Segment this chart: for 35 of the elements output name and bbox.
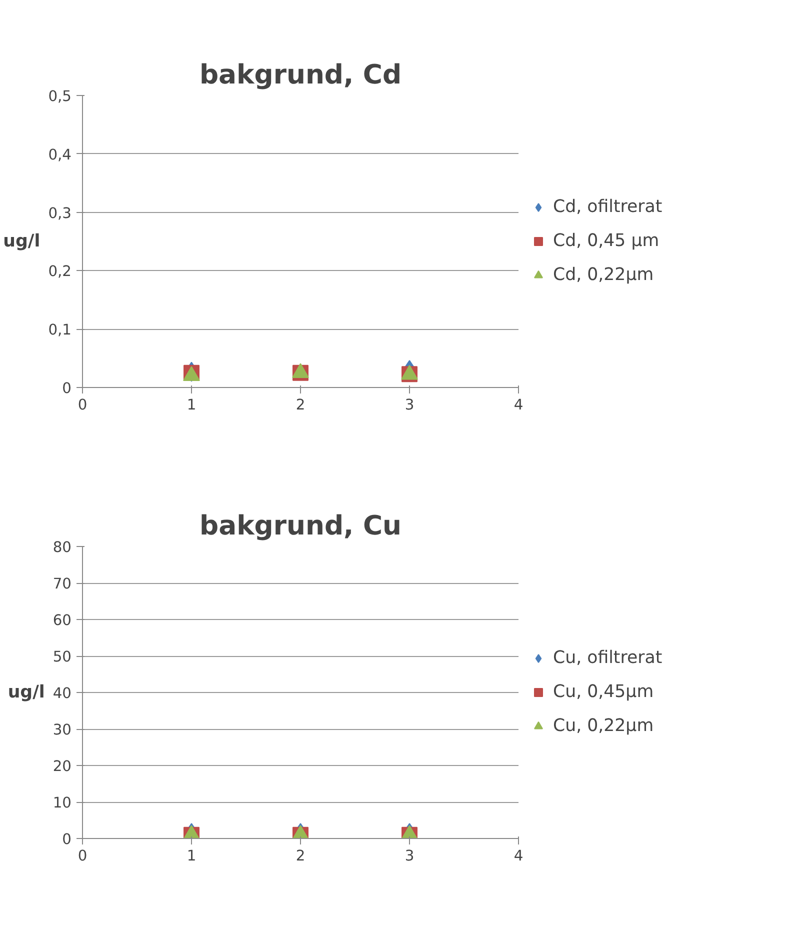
y-tick-label: 10 (52, 794, 72, 812)
y-tick-label: 70 (52, 576, 72, 592)
x-tick-label: 1 (186, 396, 196, 414)
x-tick-label: 2 (296, 848, 306, 864)
y-tick-label: 80 (52, 539, 72, 556)
legend-label: Cu, 0,45µm (553, 682, 654, 702)
y-tick-label: 40 (52, 685, 72, 702)
y-axis-title: ug/l (8, 682, 45, 702)
x-tick-label: 0 (78, 848, 88, 864)
legend-label: Cu, 0,22µm (553, 716, 654, 736)
x-tick-label: 4 (514, 848, 524, 864)
y-tick-label: 0 (62, 380, 72, 397)
legend-label: Cd, ofiltrerat (553, 197, 662, 217)
legend-label: Cd, 0,22µm (553, 265, 654, 285)
y-tick-label: 0,4 (48, 146, 72, 164)
y-tick-label: 0,5 (48, 88, 72, 105)
y-tick-label: 0 (62, 831, 72, 848)
y-tick-label: 20 (52, 758, 72, 775)
x-tick-label: 2 (296, 396, 306, 414)
legend-label: Cu, ofiltrerat (553, 648, 662, 668)
y-tick-label: 0,1 (48, 322, 72, 339)
chart-title: bakgrund, Cd (199, 60, 402, 90)
x-tick-label: 3 (404, 848, 414, 864)
y-tick-label: 0,2 (48, 263, 72, 280)
y-tick-label: 50 (52, 648, 72, 666)
legend-label: Cd, 0,45 µm (553, 231, 660, 251)
y-tick-label: 30 (52, 722, 72, 738)
x-tick-label: 3 (404, 396, 414, 414)
y-tick-label: 60 (52, 612, 72, 629)
x-tick-label: 4 (514, 396, 524, 414)
y-tick-label: 0,3 (48, 204, 72, 222)
y-axis-title: ug/l (3, 232, 40, 252)
x-tick-label: 0 (78, 396, 88, 414)
chart-title: bakgrund, Cu (200, 510, 402, 542)
x-tick-label: 1 (186, 848, 196, 864)
